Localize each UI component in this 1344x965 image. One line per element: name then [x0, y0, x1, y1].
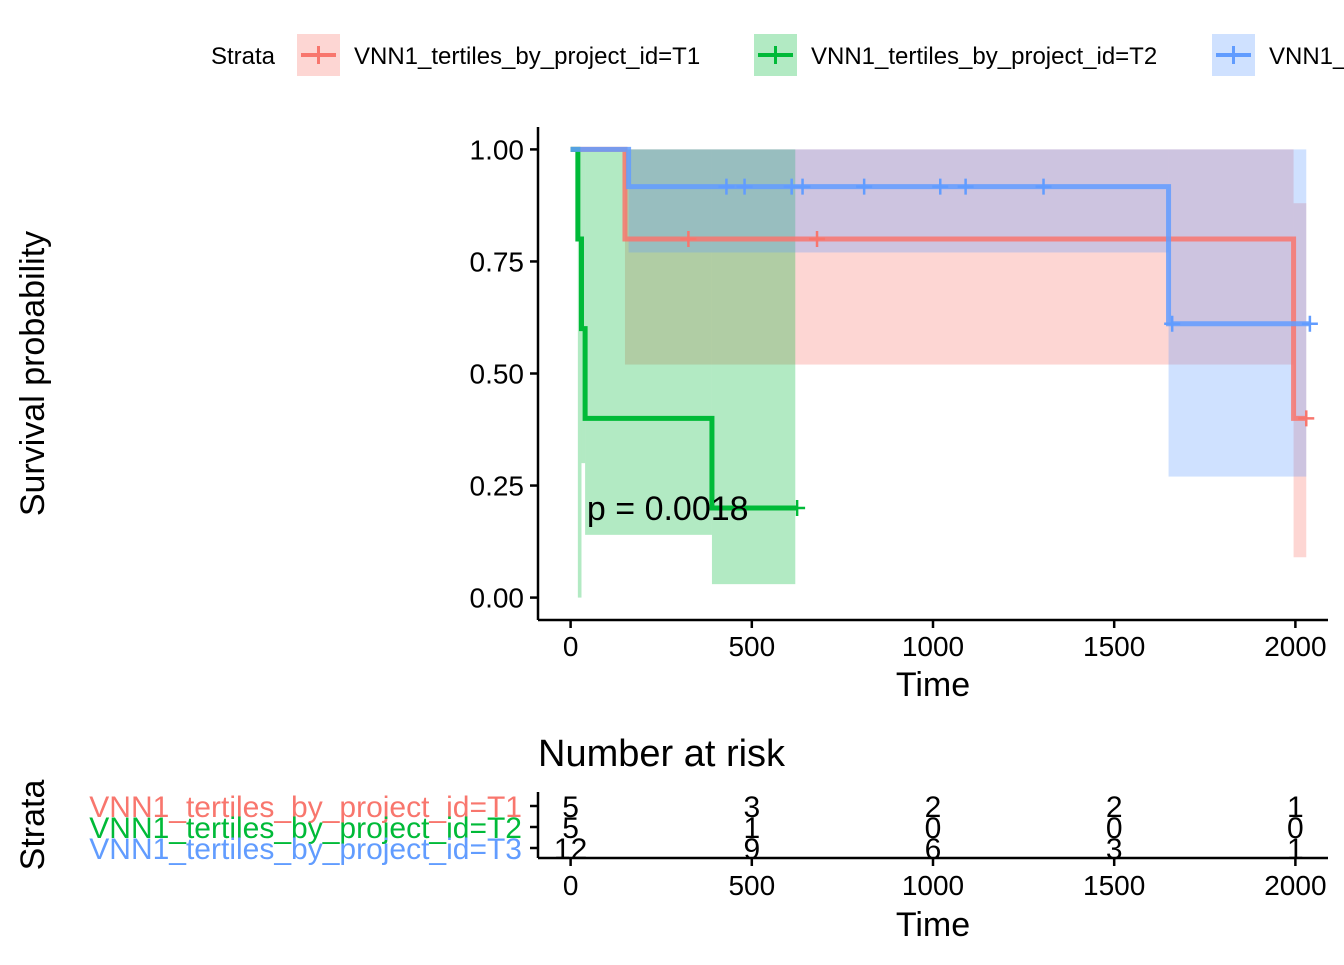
risk-x-tick-label: 2000 [1264, 870, 1326, 901]
censor-mark-t3 [957, 178, 974, 195]
km-plot: 0.00 0.25 0.50 0.75 1.00 0 500 1000 1500 2000 Time… [14, 127, 1328, 704]
censor-mark-t1 [1298, 410, 1315, 427]
ci-band-segment-t3 [628, 149, 1169, 253]
risk-count: 0 [1106, 812, 1123, 845]
legend: Strata VNN1_tertiles_by_project_id=T1 VNN1… [211, 34, 1344, 76]
risk-row-label: VNN1_tertiles_by_project_id=T1 [89, 791, 522, 824]
legend-label-t3: VNN1_tertiles_by_project_id=T3 [1269, 43, 1344, 70]
risk-count: 2 [925, 791, 942, 824]
censor-mark-t3 [856, 178, 873, 195]
risk-count: 6 [925, 833, 942, 866]
censor-mark-t1 [809, 231, 826, 248]
survival-curve-t2 [570, 146, 798, 511]
risk-count: 3 [743, 791, 760, 824]
legend-entry-t3: VNN1_tertiles_by_project_id=T3 [1212, 34, 1344, 76]
risk-count: 5 [562, 791, 579, 824]
censor-mark-t3 [932, 178, 949, 195]
x-tick-label: 1500 [1083, 631, 1145, 662]
ci-band-t3 [628, 149, 1307, 477]
risk-count: 1 [1287, 791, 1304, 824]
censor-marks-t3 [718, 178, 1318, 332]
legend-entry-t1: VNN1_tertiles_by_project_id=T1 [297, 34, 700, 76]
risk-x-tick-label: 500 [728, 870, 775, 901]
ci-band-t2 [577, 149, 796, 598]
risk-count: 0 [925, 812, 942, 845]
risk-row-t3: VNN1_tertiles_by_project_id=T3 12 9 6 3 1 [89, 833, 1303, 866]
risk-count: 3 [1106, 833, 1123, 866]
risk-count: 2 [1106, 791, 1123, 824]
risk-count: 9 [743, 833, 760, 866]
y-tick-label: 0.75 [470, 246, 525, 277]
risk-table: Number at risk VNN1_tertiles_by_project_i… [14, 733, 1328, 944]
legend-entry-t2: VNN1_tertiles_by_project_id=T2 [754, 34, 1157, 76]
y-tick-label: 1.00 [470, 134, 525, 165]
ci-band-segment-t1 [1293, 203, 1307, 558]
censor-mark-t3 [736, 178, 753, 195]
legend-label-t1: VNN1_tertiles_by_project_id=T1 [354, 43, 700, 70]
x-tick-label: 2000 [1264, 631, 1326, 662]
ci-band-segment-t2 [585, 149, 712, 535]
y-tick-label: 0.50 [470, 359, 525, 390]
ci-band-segment-t2 [577, 149, 582, 598]
risk-y-axis-title: Strata [14, 780, 52, 871]
ci-band-segment-t2 [711, 149, 796, 585]
ci-band-segment-t3 [1168, 149, 1307, 477]
risk-row-label: VNN1_tertiles_by_project_id=T2 [89, 812, 522, 845]
censor-mark-t3 [1164, 315, 1181, 332]
x-tick-label: 0 [563, 631, 579, 662]
y-tick-label: 0.25 [470, 471, 525, 502]
censor-mark-t3 [1301, 315, 1318, 332]
risk-count: 1 [1287, 833, 1304, 866]
censor-marks-t2 [789, 499, 806, 516]
censor-mark-t3 [794, 178, 811, 195]
risk-count: 1 [743, 812, 760, 845]
risk-table-title: Number at risk [538, 733, 786, 775]
risk-x-tick-label: 0 [563, 870, 579, 901]
y-tick-label: 0.00 [470, 583, 525, 614]
survival-curve-t3 [570, 146, 1310, 327]
risk-x-tick-label: 1000 [902, 870, 964, 901]
risk-count: 5 [562, 812, 579, 845]
censor-mark-t1 [680, 231, 697, 248]
censor-mark-t3 [1035, 178, 1052, 195]
p-value-annotation: p = 0.0018 [587, 490, 749, 528]
censor-mark-t3 [718, 178, 735, 195]
risk-row-t1: VNN1_tertiles_by_project_id=T1 5 3 2 2 1 [89, 791, 1303, 824]
risk-x-axis-title: Time [896, 906, 970, 944]
legend-title: Strata [211, 43, 276, 70]
x-tick-label: 500 [728, 631, 775, 662]
risk-x-tick-label: 1500 [1083, 870, 1145, 901]
censor-mark-t2 [789, 499, 806, 516]
legend-label-t2: VNN1_tertiles_by_project_id=T2 [811, 43, 1157, 70]
risk-row-label: VNN1_tertiles_by_project_id=T3 [89, 833, 522, 866]
x-axis-title: Time [896, 666, 970, 704]
risk-row-t2: VNN1_tertiles_by_project_id=T2 5 1 0 0 0 [89, 812, 1303, 845]
censor-marks-t1 [680, 231, 1315, 427]
risk-count: 0 [1287, 812, 1304, 845]
x-tick-label: 1000 [902, 631, 964, 662]
y-axis-title: Survival probability [14, 231, 52, 516]
